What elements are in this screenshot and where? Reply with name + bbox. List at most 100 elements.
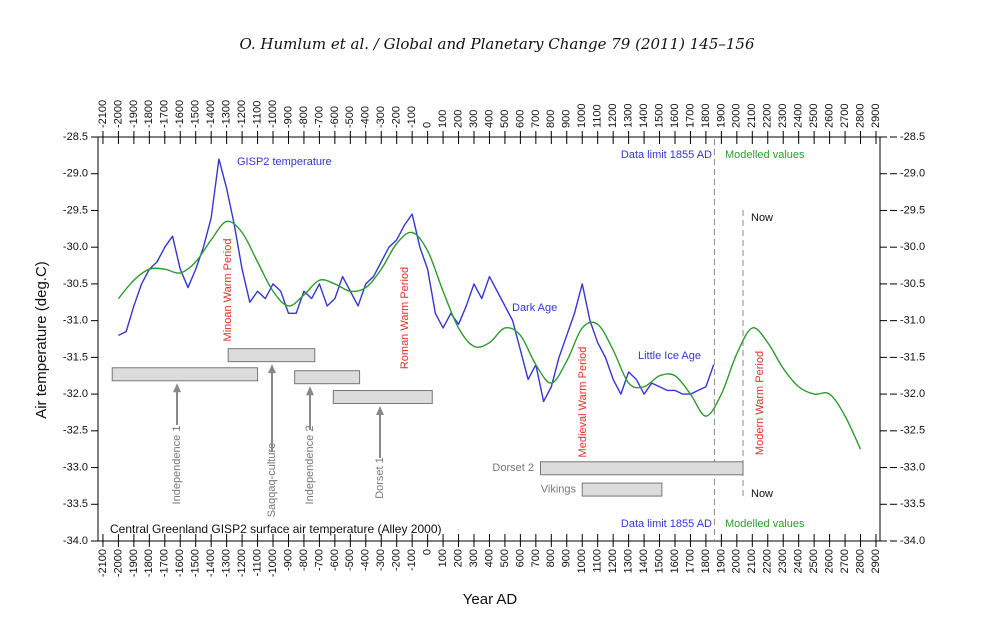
x-tick-label: 2400 (793, 104, 805, 128)
x-tick-label: 400 (483, 110, 495, 128)
x-tick-label: 800 (545, 110, 557, 128)
x-tick-label: 2200 (762, 549, 774, 573)
y-tick-label: -34.0 (63, 535, 88, 547)
period-label: Saqqaq-culture (266, 443, 278, 518)
x-tick-label: -700 (313, 549, 325, 571)
x-tick-label: 100 (437, 549, 449, 567)
x-tick-label: 1000 (576, 104, 588, 128)
arrow-head (306, 386, 314, 396)
x-tick-label: 1400 (638, 549, 650, 573)
x-tick-label: 1900 (715, 549, 727, 573)
x-tick-label: 2700 (839, 104, 851, 128)
x-tick-label: 800 (545, 549, 557, 567)
x-tick-label: -1000 (267, 549, 279, 577)
x-tick-label: 2800 (854, 104, 866, 128)
x-tick-label: 300 (468, 110, 480, 128)
x-tick-label: 2400 (793, 549, 805, 573)
series-label: Modelled values (725, 518, 805, 530)
y-tick-label: -29.0 (63, 168, 88, 180)
x-tick-label: -1400 (205, 100, 217, 128)
y-tick-label: -30.5 (900, 278, 925, 290)
x-tick-label: 2600 (824, 104, 836, 128)
x-tick-label: -1300 (221, 100, 233, 128)
y-tick-label: -33.0 (900, 461, 925, 473)
arrow-head (268, 364, 276, 374)
x-tick-label: 100 (437, 110, 449, 128)
y-tick-label: -34.0 (900, 535, 925, 547)
x-tick-label: -600 (329, 549, 341, 571)
x-tick-label: -700 (313, 106, 325, 128)
y-tick-label: -31.0 (900, 315, 925, 327)
x-tick-label: 2800 (854, 549, 866, 573)
x-tick-label: 1400 (638, 104, 650, 128)
period-label: Dorset 2 (492, 462, 534, 474)
x-tick-label: 0 (422, 549, 434, 555)
period-label: Independence 1 (171, 426, 183, 505)
x-tick-label: 900 (561, 549, 573, 567)
x-tick-label: 1100 (592, 549, 604, 573)
x-tick-label: 1300 (623, 104, 635, 128)
x-tick-label: 1500 (653, 104, 665, 128)
x-tick-label: 0 (422, 122, 434, 128)
x-tick-label: -200 (391, 106, 403, 128)
x-tick-label: -1800 (143, 100, 155, 128)
x-tick-label: 1300 (623, 549, 635, 573)
x-tick-label: -1900 (128, 549, 140, 577)
header: O. Humlum et al. / Global and Planetary … (239, 35, 754, 53)
reference-label: Data limit 1855 AD (621, 149, 712, 161)
reference-label: Now (751, 212, 773, 224)
x-tick-label: -1200 (236, 549, 248, 577)
x-tick-label: -1700 (159, 100, 171, 128)
x-tick-label: 1800 (700, 104, 712, 128)
annotation: Dark Age (512, 302, 557, 314)
plot-frame (97, 136, 881, 542)
x-tick-label: -1600 (174, 549, 186, 577)
x-axis-label: Year AD (463, 591, 518, 608)
x-tick-label: -1500 (190, 549, 202, 577)
y-tick-label: -32.5 (900, 425, 925, 437)
period-bar (539, 461, 744, 476)
x-tick-label: 2900 (870, 549, 882, 573)
x-tick-label: 500 (499, 549, 511, 567)
x-tick-label: -1100 (251, 101, 263, 128)
series-line (117, 220, 862, 450)
y-axis-label: Air temperature (deg.C) (33, 261, 50, 419)
reference-label: Now (751, 488, 773, 500)
annotation: Medieval Warm Period (577, 347, 589, 458)
x-tick-label: 1900 (715, 104, 727, 128)
x-tick-label: 2100 (746, 549, 758, 573)
period-label: Vikings (541, 483, 577, 495)
y-tick-label: -33.0 (63, 461, 88, 473)
y-tick-label: -32.5 (63, 425, 88, 437)
x-tick-label: -900 (282, 549, 294, 571)
x-tick-label: -200 (391, 549, 403, 571)
x-tick-label: -2000 (112, 549, 124, 577)
x-tick-label: -300 (375, 549, 387, 571)
x-tick-label: 2300 (777, 549, 789, 573)
y-tick-label: -31.0 (63, 315, 88, 327)
x-tick-label: 500 (499, 110, 511, 128)
x-tick-label: 700 (530, 549, 542, 567)
x-tick-label: -300 (375, 106, 387, 128)
x-tick-label: 2600 (824, 549, 836, 573)
x-tick-label: -800 (298, 106, 310, 128)
series-line (118, 158, 715, 403)
x-tick-label: 700 (530, 110, 542, 128)
arrow-head (173, 383, 181, 393)
x-tick-label: -900 (282, 106, 294, 128)
x-tick-label: 2300 (777, 104, 789, 128)
y-tick-label: -28.5 (63, 131, 88, 143)
x-tick-label: 2000 (731, 104, 743, 128)
x-tick-label: 200 (452, 110, 464, 128)
x-tick-label: 200 (452, 549, 464, 567)
period-bar (294, 370, 361, 385)
y-tick-label: -28.5 (900, 131, 925, 143)
x-tick-label: -1700 (159, 549, 171, 577)
period-bar (111, 367, 259, 382)
x-tick-label: 1700 (684, 549, 696, 573)
x-tick-label: -1900 (128, 100, 140, 128)
x-tick-label: -400 (360, 106, 372, 128)
x-tick-label: 2200 (762, 104, 774, 128)
x-tick-label: 1000 (576, 549, 588, 573)
